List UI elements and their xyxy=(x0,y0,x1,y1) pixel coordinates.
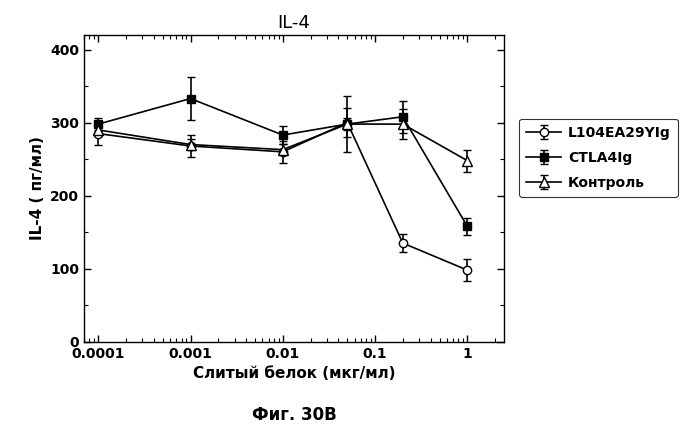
Title: IL-4: IL-4 xyxy=(278,14,310,32)
Legend: L104EA29YIg, CTLA4Ig, Контроль: L104EA29YIg, CTLA4Ig, Контроль xyxy=(519,119,678,197)
Y-axis label: IL-4 ( пг/мл): IL-4 ( пг/мл) xyxy=(29,136,45,240)
X-axis label: Слитый белок (мкг/мл): Слитый белок (мкг/мл) xyxy=(193,366,396,381)
Text: Фиг. 30В: Фиг. 30В xyxy=(251,406,337,424)
